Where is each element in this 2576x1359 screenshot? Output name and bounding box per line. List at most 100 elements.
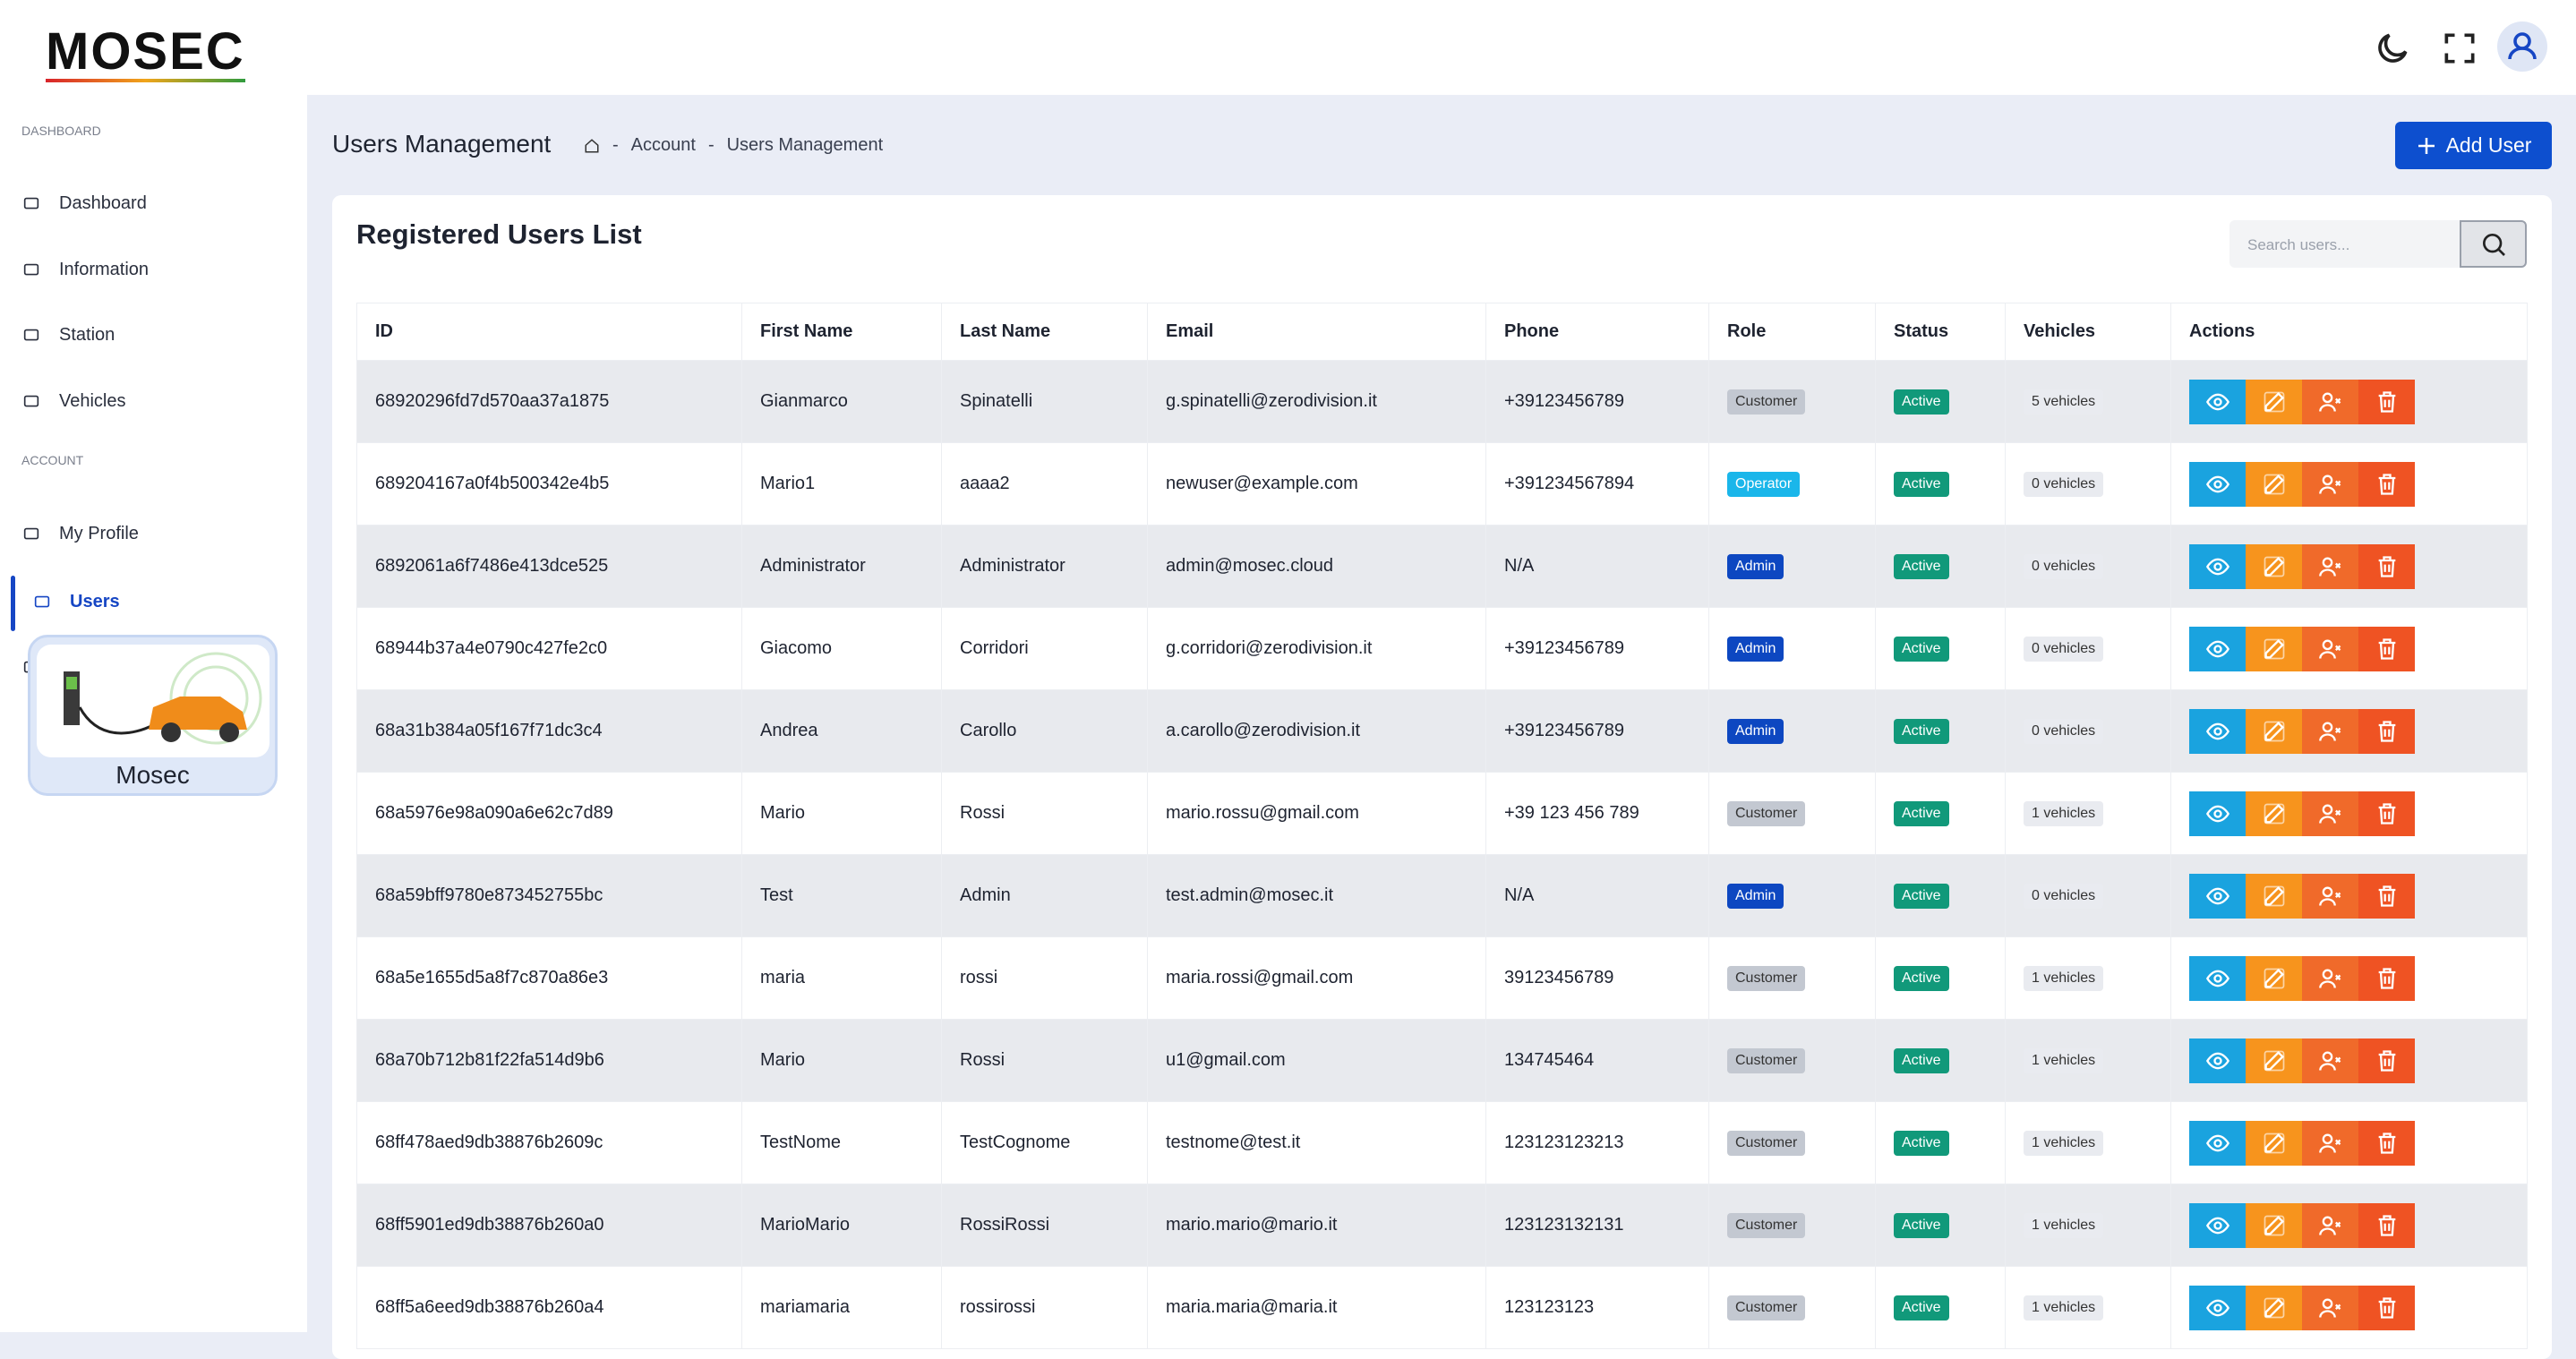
view-button[interactable] — [2189, 626, 2246, 671]
edit-button[interactable] — [2246, 791, 2302, 836]
search-button[interactable] — [2460, 220, 2527, 268]
email: mario.mario@mario.it — [1147, 1184, 1486, 1267]
nav-item[interactable]: Users — [32, 592, 120, 612]
deactivate-button[interactable] — [2302, 461, 2358, 507]
phone: +39123456789 — [1485, 689, 1709, 773]
theme-toggle[interactable] — [2373, 29, 2412, 68]
deactivate-button[interactable] — [2302, 708, 2358, 754]
action-icon — [2264, 638, 2284, 659]
view-button[interactable] — [2189, 708, 2246, 754]
deactivate-button[interactable] — [2302, 1285, 2358, 1330]
edit-button[interactable] — [2246, 1038, 2302, 1083]
nav-label: My Profile — [59, 524, 139, 543]
view-button[interactable] — [2189, 1038, 2246, 1083]
view-button[interactable] — [2189, 461, 2246, 507]
nav-item[interactable]: Vehicles — [21, 391, 126, 412]
edit-button[interactable] — [2246, 626, 2302, 671]
status-cell: Active — [1875, 442, 2006, 526]
deactivate-button[interactable] — [2302, 1202, 2358, 1248]
delete-button[interactable] — [2358, 626, 2415, 671]
column-header: Status — [1875, 303, 2006, 361]
deactivate-button[interactable] — [2302, 955, 2358, 1001]
card-label: Mosec — [116, 761, 190, 789]
last-name: Spinatelli — [941, 360, 1148, 443]
delete-button[interactable] — [2358, 379, 2415, 424]
user-row: 68a70b712b81f22fa514d9b6 Mario Rossi u1@gma… — [356, 1019, 2528, 1102]
edit-button[interactable] — [2246, 1120, 2302, 1166]
delete-button[interactable] — [2358, 708, 2415, 754]
view-button[interactable] — [2189, 543, 2246, 589]
vehicles-badge: 0 vehicles — [2024, 553, 2104, 579]
view-button[interactable] — [2189, 1285, 2246, 1330]
action-icon — [2264, 1050, 2284, 1071]
edit-button[interactable] — [2246, 1285, 2302, 1330]
delete-button[interactable] — [2358, 543, 2415, 589]
phone: 123123132131 — [1485, 1184, 1709, 1267]
breadcrumb-item[interactable]: Account — [630, 135, 696, 155]
mosec-card: Mosec — [28, 635, 278, 796]
deactivate-button[interactable] — [2302, 873, 2358, 919]
edit-button[interactable] — [2246, 1202, 2302, 1248]
view-button[interactable] — [2189, 379, 2246, 424]
delete-button[interactable] — [2358, 955, 2415, 1001]
action-icon — [2205, 393, 2229, 410]
add-user-button[interactable]: Add User — [2395, 122, 2552, 169]
view-button[interactable] — [2189, 955, 2246, 1001]
delete-button[interactable] — [2358, 461, 2415, 507]
user-id: 689204167a0f4b500342e4b5 — [356, 442, 742, 526]
first-name: mariamaria — [741, 1266, 942, 1349]
action-icon — [2318, 804, 2341, 824]
edit-button[interactable] — [2246, 461, 2302, 507]
user-avatar[interactable] — [2497, 21, 2547, 72]
edit-button[interactable] — [2246, 873, 2302, 919]
search-input[interactable]: Search users... — [2229, 220, 2460, 268]
delete-button[interactable] — [2358, 1120, 2415, 1166]
view-button[interactable] — [2189, 1120, 2246, 1166]
deactivate-button[interactable] — [2302, 1120, 2358, 1166]
deactivate-button[interactable] — [2302, 1038, 2358, 1083]
action-icon — [2378, 720, 2395, 742]
nav-item[interactable]: My Profile — [21, 524, 139, 544]
last-name: Rossi — [941, 1019, 1148, 1102]
nav-icon — [23, 263, 39, 275]
edit-button[interactable] — [2246, 708, 2302, 754]
nav-item[interactable]: Information — [21, 260, 149, 280]
role-badge: Admin — [1727, 636, 1784, 662]
user-id: 68920296fd7d570aa37a1875 — [356, 360, 742, 443]
view-button[interactable] — [2189, 791, 2246, 836]
view-button[interactable] — [2189, 873, 2246, 919]
phone: N/A — [1485, 525, 1709, 608]
delete-button[interactable] — [2358, 1202, 2415, 1248]
home-icon[interactable] — [584, 138, 600, 154]
user-row: 68920296fd7d570aa37a1875 Gianmarco Spinate… — [356, 360, 2528, 443]
column-header: Role — [1708, 303, 1876, 361]
deactivate-button[interactable] — [2302, 543, 2358, 589]
edit-button[interactable] — [2246, 379, 2302, 424]
nav-item[interactable]: Station — [21, 325, 115, 346]
actions — [2189, 873, 2526, 919]
nav-icon — [23, 197, 39, 209]
status-cell: Active — [1875, 360, 2006, 443]
deactivate-button[interactable] — [2302, 626, 2358, 671]
vehicles-cell: 0 vehicles — [2005, 689, 2171, 773]
deactivate-button[interactable] — [2302, 791, 2358, 836]
edit-button[interactable] — [2246, 543, 2302, 589]
deactivate-button[interactable] — [2302, 379, 2358, 424]
actions — [2189, 955, 2526, 1001]
phone: +391234567894 — [1485, 442, 1709, 526]
status-badge: Active — [1894, 553, 1949, 579]
actions-cell — [2170, 1019, 2528, 1102]
delete-button[interactable] — [2358, 791, 2415, 836]
status-badge: Active — [1894, 1295, 1949, 1321]
edit-button[interactable] — [2246, 955, 2302, 1001]
view-button[interactable] — [2189, 1202, 2246, 1248]
delete-button[interactable] — [2358, 1285, 2415, 1330]
status-badge: Active — [1894, 1047, 1949, 1073]
actions — [2189, 708, 2526, 754]
delete-button[interactable] — [2358, 1038, 2415, 1083]
delete-button[interactable] — [2358, 873, 2415, 919]
vehicles-badge: 0 vehicles — [2024, 471, 2104, 497]
nav-label: Users — [70, 592, 120, 611]
fullscreen-button[interactable] — [2440, 29, 2479, 68]
nav-item[interactable]: Dashboard — [21, 193, 147, 214]
